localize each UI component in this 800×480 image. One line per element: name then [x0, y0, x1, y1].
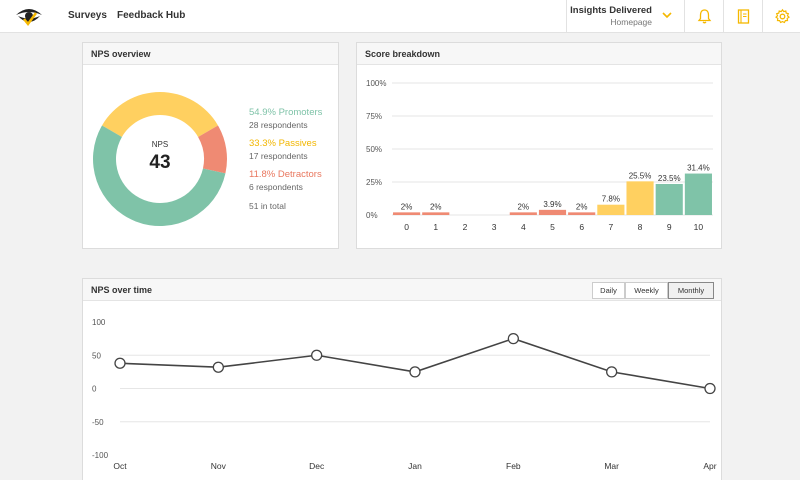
legend-promoters-count: 28 respondents	[249, 120, 308, 130]
nav-feedback-hub-link[interactable]: Feedback Hub	[117, 10, 186, 21]
line-point-dec[interactable]	[311, 349, 323, 361]
legend-detractors-count: 6 respondents	[249, 182, 303, 192]
legend-promoters: 54.9% Promoters 28 respondents	[249, 107, 322, 130]
panel-title: NPS overview	[83, 43, 338, 65]
y-tick-label: 50	[92, 351, 101, 360]
x-tick-label: Apr	[703, 461, 716, 471]
chevron-down-icon	[662, 12, 672, 19]
x-tick-label: 1	[433, 222, 438, 232]
x-tick-label: 4	[521, 222, 526, 232]
bar-score-8	[626, 181, 654, 215]
legend-promoters-pct: 54.9% Promoters	[249, 107, 323, 118]
bar-score-7	[597, 204, 625, 215]
x-tick-label: 0	[404, 222, 409, 232]
x-tick-label: Mar	[604, 461, 619, 471]
line-point-feb[interactable]	[507, 332, 519, 345]
line-point-nov[interactable]	[212, 361, 224, 373]
line-point-apr[interactable]	[704, 382, 716, 395]
bar-score-6	[568, 212, 596, 215]
nps-over-time-panel: NPS over time Daily Weekly Monthly 100 50…	[82, 278, 722, 480]
notebook-icon	[737, 9, 750, 24]
bell-icon	[697, 9, 712, 24]
y-tick-label: 100%	[366, 79, 386, 88]
x-tick-label: 8	[638, 222, 643, 232]
x-tick-label: 5	[550, 222, 555, 232]
x-tick-label: 6	[579, 222, 584, 232]
bar-score-5	[538, 209, 567, 215]
panel-title: NPS over time	[83, 279, 721, 301]
x-tick-label: 3	[492, 222, 497, 232]
nps-donut-chart	[93, 92, 227, 226]
y-tick-label: 100	[92, 318, 106, 327]
bar-score-0	[393, 212, 421, 215]
score-breakdown-bar-chart: 100% 75% 50% 25% 0% 2% 0 2% 1 2 3 2% 4 3.9% 5 2% 6 7.8% 7 2…	[366, 79, 713, 232]
y-tick-label: 0%	[366, 211, 378, 220]
line-point-mar[interactable]	[606, 366, 618, 378]
y-tick-label: 50%	[366, 145, 382, 154]
project-name: Insights Delivered	[570, 5, 652, 16]
toggle-monthly[interactable]: Monthly	[668, 282, 714, 299]
donut-slice-detractors	[198, 125, 227, 174]
bar-score-9	[655, 183, 683, 215]
nps-center-label: NPS	[151, 140, 169, 149]
y-tick-label: 25%	[366, 178, 382, 187]
bar-value-label: 2%	[401, 202, 413, 211]
y-tick-label: -100	[92, 451, 109, 460]
nav-surveys-link[interactable]: Surveys	[68, 10, 107, 21]
bar-value-label: 23.5%	[658, 174, 681, 183]
x-tick-label: Nov	[211, 461, 227, 471]
x-tick-label: Dec	[309, 461, 325, 471]
donut-slice-promoters	[93, 125, 226, 226]
toggle-weekly[interactable]: Weekly	[625, 282, 668, 299]
legend-passives-pct: 33.3% Passives	[249, 138, 317, 149]
line-point-jan[interactable]	[409, 366, 421, 378]
x-tick-label: Jan	[408, 461, 422, 471]
x-tick-label: 2	[463, 222, 468, 232]
bar-value-label: 3.9%	[543, 200, 561, 209]
top-navigation-bar: Surveys Feedback Hub Insights Delivered …	[0, 0, 800, 33]
line-point-oct[interactable]	[114, 357, 126, 369]
bar-value-label: 31.4%	[687, 164, 710, 173]
notebook-button[interactable]	[723, 0, 762, 33]
bar-value-label: 2%	[576, 202, 588, 211]
y-tick-label: 75%	[366, 112, 382, 121]
legend-passives: 33.3% Passives 17 respondents	[249, 138, 317, 161]
settings-button[interactable]	[762, 0, 800, 33]
donut-slice-passives	[102, 92, 218, 137]
bar-score-4	[509, 212, 537, 215]
nps-overview-panel: NPS overview NPS 43 54.9% Promoters 28 r…	[82, 42, 339, 249]
total-respondents: 51 in total	[249, 201, 286, 211]
notifications-button[interactable]	[684, 0, 723, 33]
x-tick-label: 10	[694, 222, 704, 232]
gear-icon	[775, 8, 790, 24]
legend-passives-count: 17 respondents	[249, 151, 308, 161]
legend-detractors: 11.8% Detractors 6 respondents	[249, 169, 322, 192]
bar-score-1	[422, 212, 450, 215]
score-breakdown-panel: Score breakdown 100% 75% 50% 25% 0% 2% 0 2% 1 2 3 2…	[356, 42, 722, 249]
x-tick-label: Feb	[506, 461, 521, 471]
x-tick-label: Oct	[113, 461, 127, 471]
y-tick-label: 0	[92, 385, 97, 394]
bar-value-label: 2%	[518, 202, 530, 211]
nps-center-value: 43	[149, 152, 171, 173]
bar-value-label: 7.8%	[602, 195, 620, 204]
toggle-daily[interactable]: Daily	[592, 282, 625, 299]
nps-over-time-line-chart: 100 50 0 -50 -100 Oct Nov Dec Jan Feb Mar Apr	[92, 318, 717, 471]
bar-score-10	[684, 173, 712, 215]
bar-value-label: 25.5%	[629, 171, 652, 180]
panel-title: Score breakdown	[357, 43, 721, 65]
legend-detractors-pct: 11.8% Detractors	[249, 169, 322, 180]
nps-line-series	[119, 337, 711, 390]
y-tick-label: -50	[92, 418, 104, 427]
logo-icon[interactable]	[14, 4, 44, 30]
project-subtitle: Homepage	[610, 17, 652, 27]
bar-value-label: 2%	[430, 202, 442, 211]
x-tick-label: 7	[608, 222, 613, 232]
x-tick-label: 9	[667, 222, 672, 232]
project-selector[interactable]: Insights Delivered Homepage	[566, 0, 685, 33]
